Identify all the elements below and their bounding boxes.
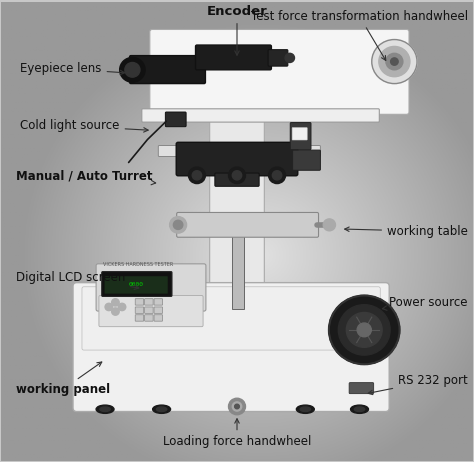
FancyBboxPatch shape bbox=[177, 213, 319, 237]
Text: Test force transformation handwheel: Test force transformation handwheel bbox=[251, 10, 468, 61]
FancyBboxPatch shape bbox=[154, 307, 163, 313]
FancyBboxPatch shape bbox=[154, 299, 163, 305]
Text: Manual / Auto Turret: Manual / Auto Turret bbox=[16, 170, 155, 185]
FancyBboxPatch shape bbox=[215, 173, 259, 186]
Bar bbox=[232, 234, 244, 309]
Circle shape bbox=[232, 402, 242, 411]
Circle shape bbox=[189, 167, 205, 183]
Circle shape bbox=[372, 40, 417, 84]
FancyBboxPatch shape bbox=[145, 299, 153, 305]
FancyBboxPatch shape bbox=[142, 109, 379, 122]
FancyBboxPatch shape bbox=[129, 55, 205, 84]
FancyBboxPatch shape bbox=[82, 287, 380, 350]
Ellipse shape bbox=[156, 407, 167, 412]
Ellipse shape bbox=[355, 407, 365, 412]
Circle shape bbox=[323, 219, 336, 231]
Circle shape bbox=[173, 220, 183, 230]
Circle shape bbox=[235, 404, 239, 409]
Text: Digital LCD screen: Digital LCD screen bbox=[16, 271, 139, 290]
FancyBboxPatch shape bbox=[135, 299, 144, 305]
FancyBboxPatch shape bbox=[73, 283, 389, 412]
Ellipse shape bbox=[300, 407, 310, 412]
Text: Cold light source: Cold light source bbox=[20, 119, 148, 132]
Text: working panel: working panel bbox=[16, 362, 109, 396]
Circle shape bbox=[285, 53, 294, 62]
Circle shape bbox=[105, 303, 113, 310]
Text: working table: working table bbox=[345, 225, 468, 238]
Circle shape bbox=[386, 53, 403, 70]
FancyBboxPatch shape bbox=[135, 307, 144, 313]
Circle shape bbox=[118, 303, 126, 310]
Text: Loading force handwheel: Loading force handwheel bbox=[163, 419, 311, 449]
Circle shape bbox=[228, 398, 246, 415]
FancyBboxPatch shape bbox=[292, 128, 307, 140]
Ellipse shape bbox=[96, 405, 114, 413]
FancyBboxPatch shape bbox=[292, 150, 320, 170]
Circle shape bbox=[391, 58, 398, 65]
FancyBboxPatch shape bbox=[145, 307, 153, 313]
FancyBboxPatch shape bbox=[135, 315, 144, 321]
FancyBboxPatch shape bbox=[158, 146, 320, 157]
FancyBboxPatch shape bbox=[145, 315, 153, 321]
Circle shape bbox=[269, 167, 285, 183]
Ellipse shape bbox=[153, 405, 171, 413]
Text: Eyepiece lens: Eyepiece lens bbox=[20, 62, 125, 75]
Text: RS 232 port: RS 232 port bbox=[368, 374, 468, 395]
Circle shape bbox=[170, 217, 187, 233]
FancyBboxPatch shape bbox=[290, 122, 311, 150]
FancyBboxPatch shape bbox=[349, 383, 374, 394]
Ellipse shape bbox=[100, 407, 110, 412]
Circle shape bbox=[112, 308, 119, 315]
Circle shape bbox=[273, 171, 282, 180]
Text: VICKERS HARDNESS TESTER: VICKERS HARDNESS TESTER bbox=[103, 262, 173, 267]
FancyBboxPatch shape bbox=[210, 79, 264, 402]
Circle shape bbox=[346, 312, 382, 347]
Circle shape bbox=[379, 46, 410, 77]
Circle shape bbox=[228, 167, 246, 183]
Text: Encoder: Encoder bbox=[207, 5, 267, 55]
Circle shape bbox=[357, 323, 371, 337]
FancyBboxPatch shape bbox=[165, 112, 186, 127]
FancyBboxPatch shape bbox=[99, 296, 203, 327]
Circle shape bbox=[119, 57, 145, 82]
FancyBboxPatch shape bbox=[96, 264, 206, 311]
Circle shape bbox=[112, 299, 119, 306]
FancyBboxPatch shape bbox=[176, 142, 298, 176]
Ellipse shape bbox=[351, 405, 368, 413]
FancyBboxPatch shape bbox=[154, 315, 163, 321]
FancyBboxPatch shape bbox=[105, 276, 168, 294]
Circle shape bbox=[232, 171, 242, 180]
Circle shape bbox=[192, 171, 201, 180]
Ellipse shape bbox=[296, 405, 314, 413]
Text: 0000: 0000 bbox=[128, 282, 144, 287]
Circle shape bbox=[125, 62, 140, 77]
FancyBboxPatch shape bbox=[102, 272, 172, 297]
Circle shape bbox=[338, 304, 390, 355]
FancyBboxPatch shape bbox=[150, 30, 409, 114]
FancyBboxPatch shape bbox=[196, 45, 272, 70]
Text: Power source: Power source bbox=[383, 296, 468, 310]
Circle shape bbox=[329, 296, 400, 365]
FancyBboxPatch shape bbox=[268, 49, 288, 66]
